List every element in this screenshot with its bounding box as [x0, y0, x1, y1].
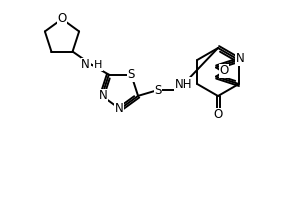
Text: N: N — [99, 89, 107, 102]
Text: N: N — [81, 58, 90, 72]
Text: O: O — [213, 108, 223, 121]
Text: S: S — [154, 84, 162, 97]
Text: N: N — [236, 52, 244, 66]
Text: O: O — [57, 12, 67, 25]
Text: H: H — [94, 60, 102, 70]
Text: S: S — [128, 68, 135, 81]
Text: NH: NH — [175, 77, 192, 90]
Text: O: O — [220, 64, 229, 77]
Text: N: N — [115, 102, 123, 116]
